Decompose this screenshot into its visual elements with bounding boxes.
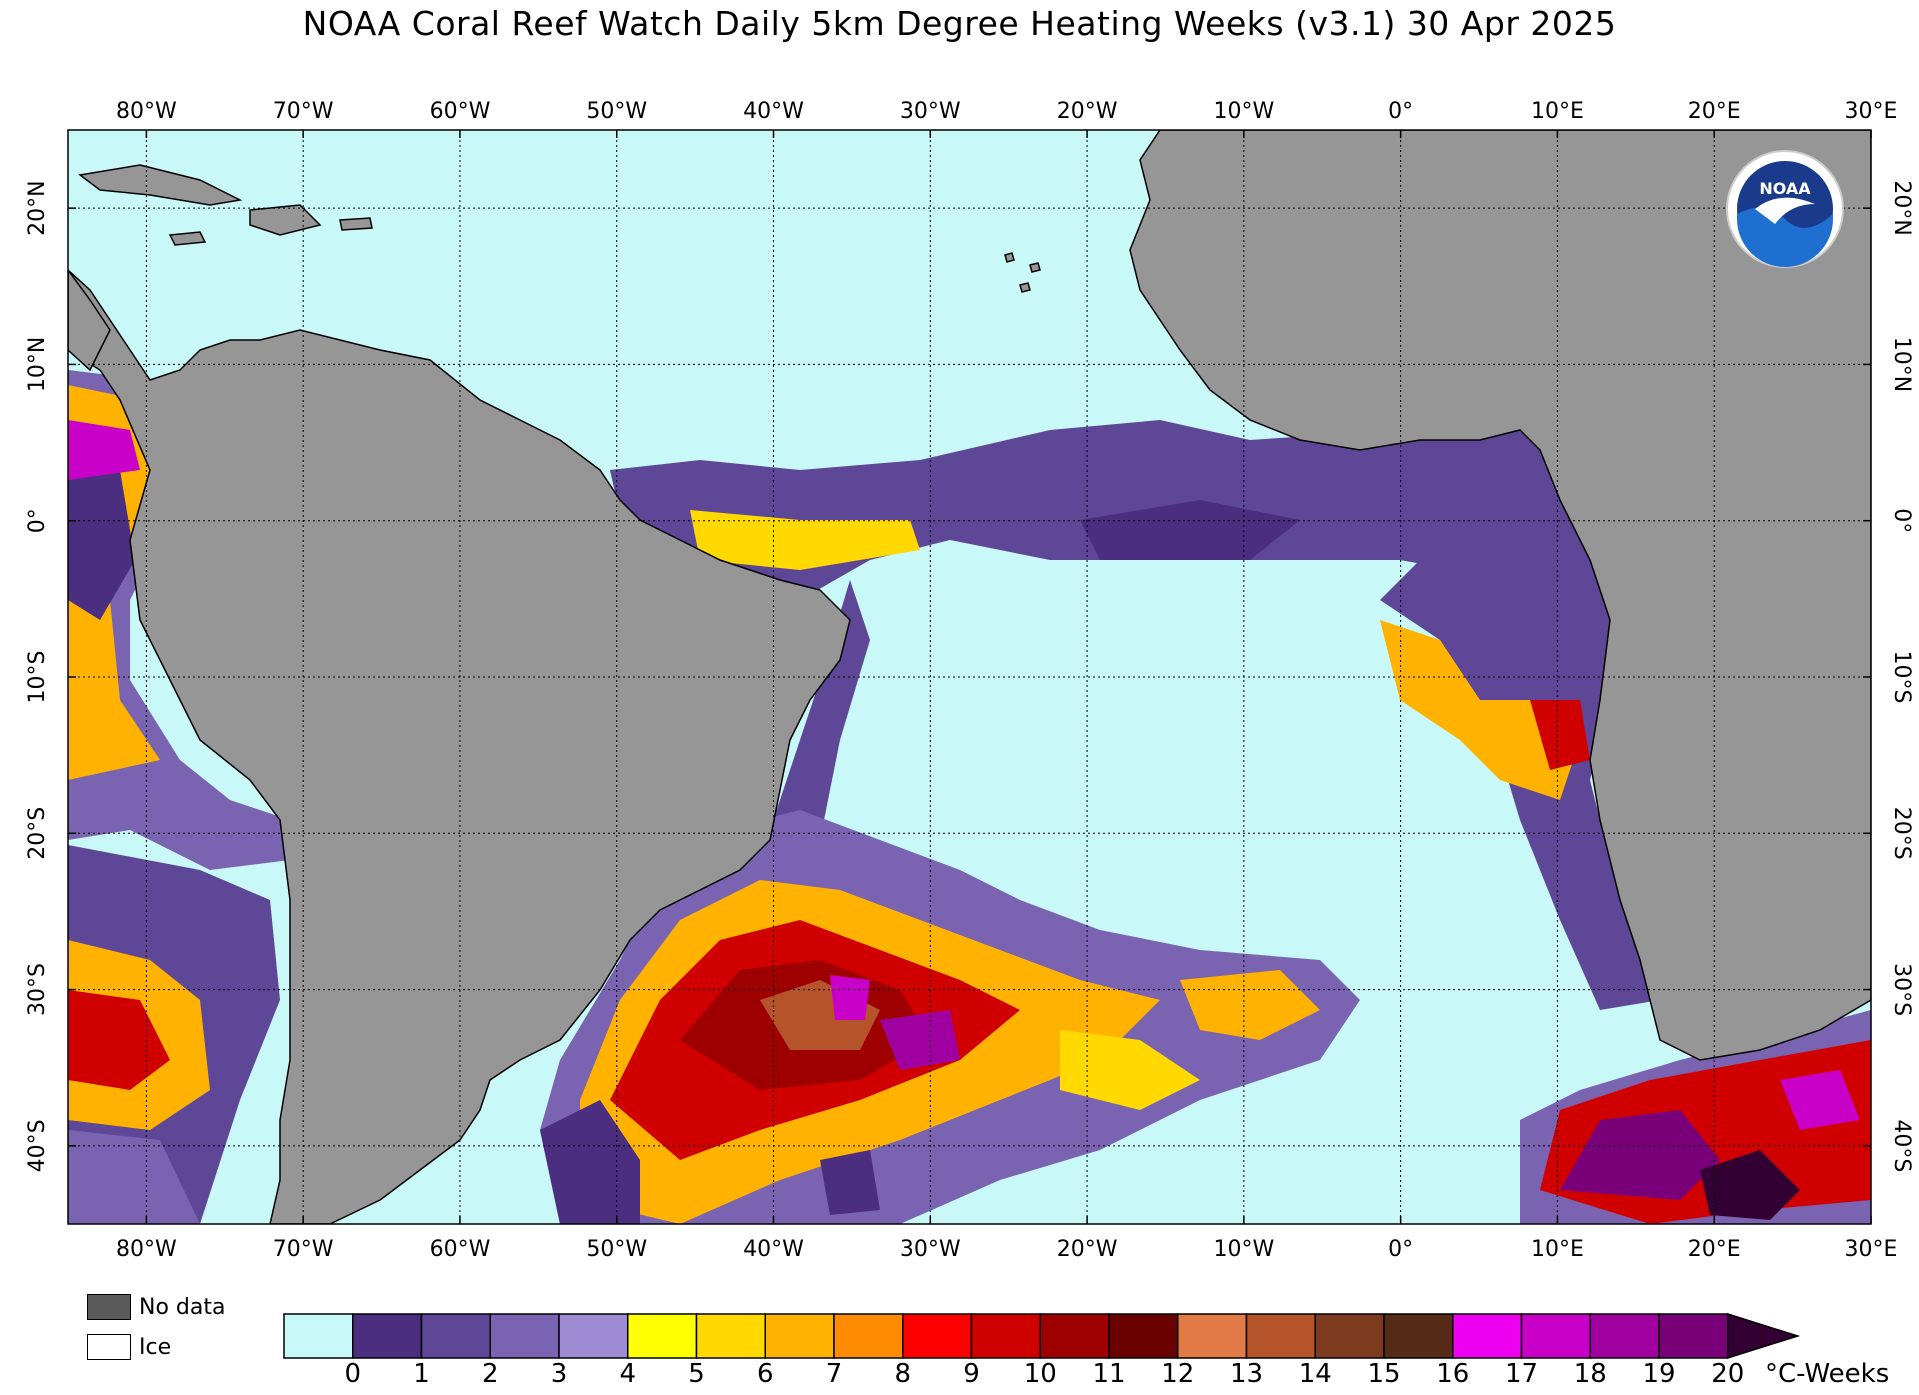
lon-label-top: 10°E	[1531, 99, 1584, 124]
land-africa	[1129, 130, 1871, 1061]
lat-label-right: 10°N	[1889, 337, 1914, 392]
land-south-america	[68, 268, 851, 1224]
heat-stress-field	[68, 370, 1871, 1224]
lon-label-bottom: 20°W	[1057, 1237, 1118, 1262]
lon-label-top: 20°W	[1057, 99, 1118, 124]
lat-label-left: 30°S	[25, 963, 50, 1016]
lon-label-bottom: 10°E	[1531, 1237, 1584, 1262]
axis-ticks	[68, 130, 1872, 1224]
lat-label-left: 20°S	[25, 807, 50, 860]
lat-label-right: 30°S	[1889, 963, 1914, 1016]
lat-label-left: 10°S	[25, 651, 50, 704]
ice-label: Ice	[139, 1334, 172, 1360]
lon-label-top: 30°W	[900, 99, 961, 124]
lat-label-left: 40°S	[25, 1119, 50, 1172]
lon-label-bottom: 50°W	[586, 1237, 647, 1262]
graticule	[68, 130, 1871, 1224]
lon-label-bottom: 20°E	[1688, 1237, 1741, 1262]
lat-label-left: 10°N	[25, 337, 50, 392]
land-masses	[68, 130, 1871, 1224]
lon-label-bottom: 30°E	[1845, 1237, 1898, 1262]
lon-label-bottom: 30°W	[900, 1237, 961, 1262]
chart-title: NOAA Coral Reef Watch Daily 5km Degree H…	[302, 4, 1617, 43]
nodata-swatch	[87, 1294, 131, 1320]
axis-labels: 80°W 80°W 70°W 70°W 60°W 60°W 50°W 50°W 40°W 40°W…	[25, 99, 1914, 1262]
lon-label-top: 40°W	[743, 99, 804, 124]
lon-label-top: 10°W	[1213, 99, 1274, 124]
noaa-logo-text: NOAA	[1759, 179, 1811, 198]
lat-label-right: 20°N	[1889, 180, 1914, 235]
lon-label-top: 20°E	[1688, 99, 1741, 124]
lat-label-left: 20°N	[25, 180, 50, 235]
lon-label-top: 30°E	[1845, 99, 1898, 124]
lat-label-right: 20°S	[1889, 807, 1914, 860]
lon-label-top: 50°W	[586, 99, 647, 124]
lon-label-bottom: 0°	[1388, 1237, 1413, 1262]
lat-label-right: 0°	[1889, 508, 1914, 533]
lon-label-top: 70°W	[273, 99, 334, 124]
legend-nodata: No data	[87, 1294, 225, 1320]
lon-label-bottom: 80°W	[116, 1237, 177, 1262]
lon-label-bottom: 60°W	[430, 1237, 491, 1262]
lon-label-top: 0°	[1388, 99, 1413, 124]
lat-label-right: 40°S	[1889, 1119, 1914, 1172]
lon-label-top: 80°W	[116, 99, 177, 124]
ice-swatch	[87, 1334, 131, 1360]
legend-ice: Ice	[87, 1334, 171, 1360]
nodata-label: No data	[139, 1294, 226, 1320]
lat-label-left: 0°	[25, 508, 50, 533]
lon-label-bottom: 10°W	[1213, 1237, 1274, 1262]
lon-label-bottom: 70°W	[273, 1237, 334, 1262]
lon-label-top: 60°W	[430, 99, 491, 124]
lat-label-right: 10°S	[1889, 651, 1914, 704]
lon-label-bottom: 40°W	[743, 1237, 804, 1262]
noaa-logo: NOAA	[1726, 150, 1844, 268]
